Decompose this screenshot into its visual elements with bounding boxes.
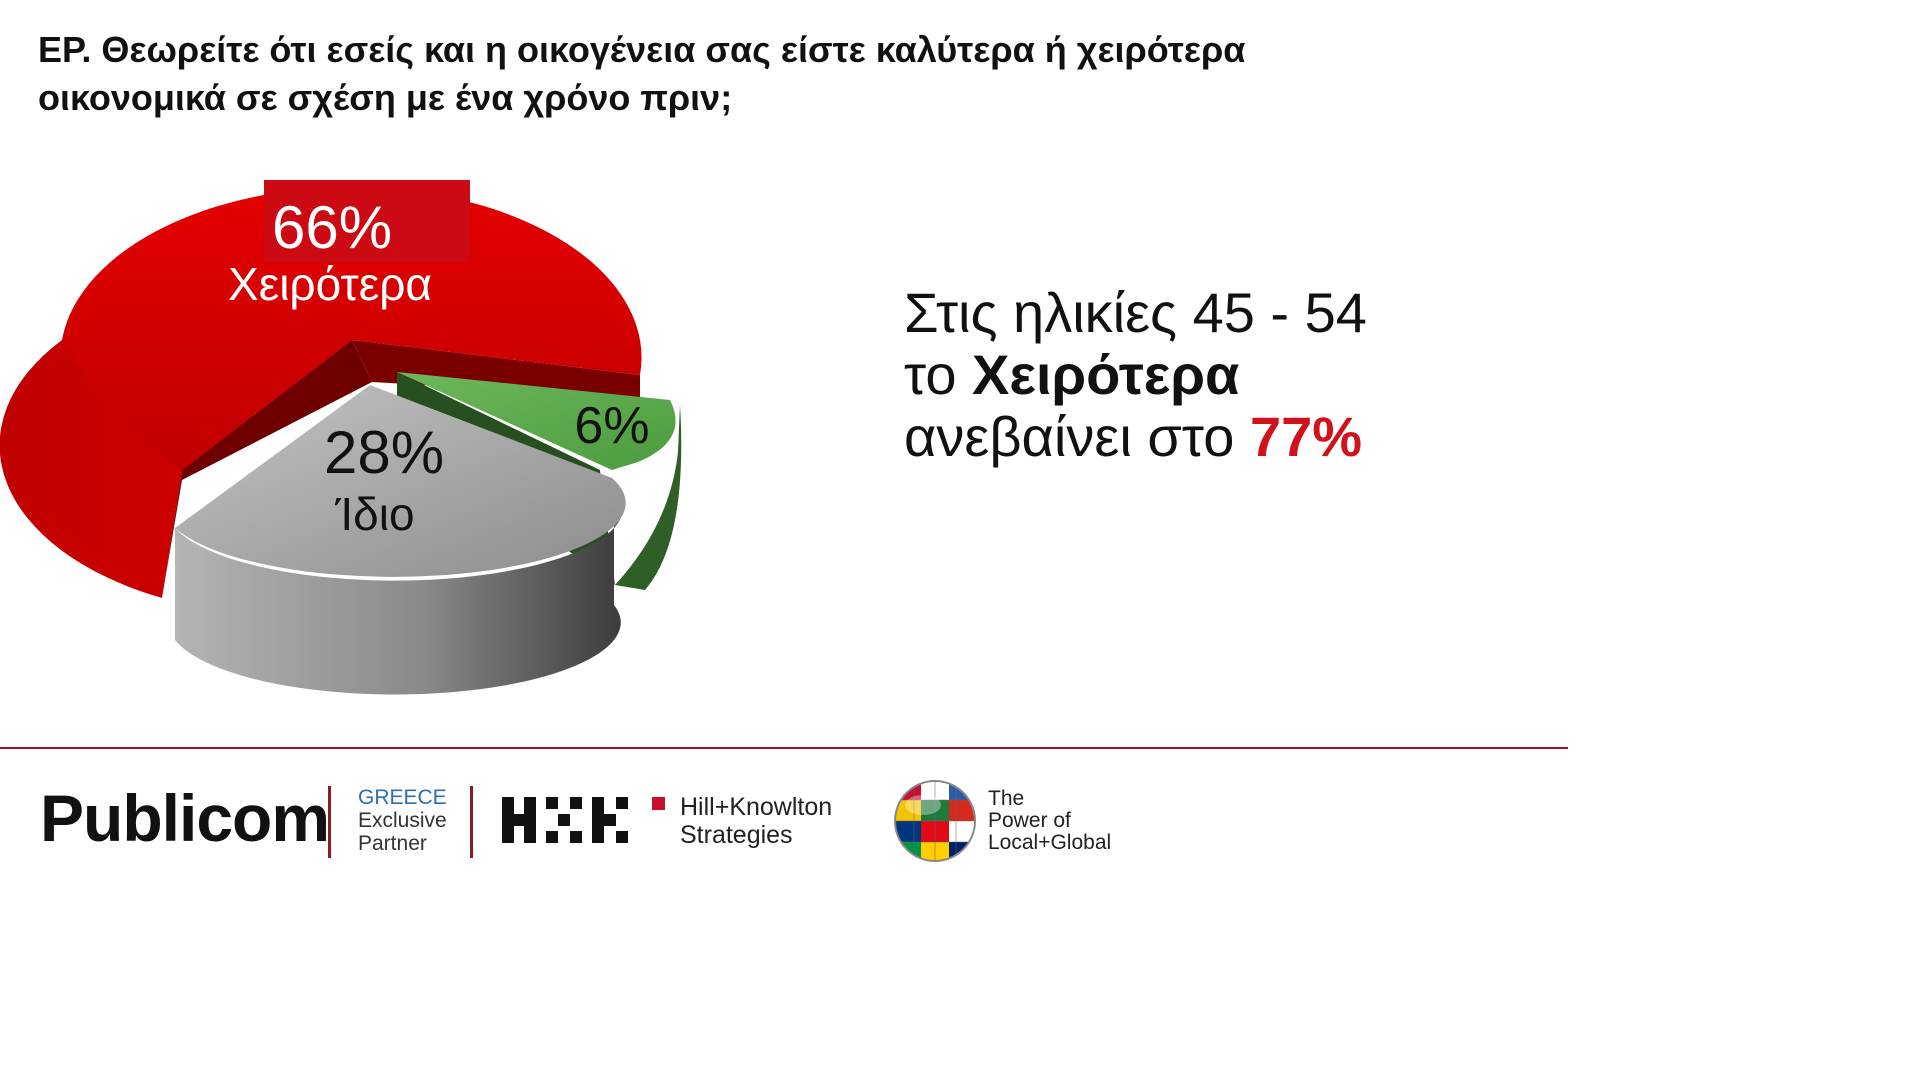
pie-category-label-same: Ίδιο xyxy=(334,488,414,540)
pie-pct-label-other: 6% xyxy=(574,397,649,455)
partner-label: GREECE Exclusive Partner xyxy=(358,786,447,855)
pie-slice-other-wall xyxy=(615,405,682,590)
pie-slice-worse-inner-wall-2 xyxy=(162,340,372,598)
publicom-logo: Publicom xyxy=(40,781,330,855)
hk-name: Hill+Knowlton Strategies xyxy=(680,793,832,849)
note-line-3-prefix: ανεβαίνει στο xyxy=(904,405,1250,468)
note-highlight-pct: 77% xyxy=(1249,405,1363,468)
footer-separator-1 xyxy=(328,786,331,858)
note-line-1: Στις ηλικίες 45 - 54 xyxy=(904,281,1367,344)
partner-region: GREECE xyxy=(358,786,447,809)
tagline-line-3: Local+Global xyxy=(988,831,1112,854)
flags-globe-icon xyxy=(894,780,976,862)
pie-chart: 66%Χειρότερα 28%Ίδιο 6% xyxy=(0,180,682,695)
tagline-line-1: The xyxy=(988,787,1025,810)
pie-pct-label-same: 28% xyxy=(324,419,444,486)
note-line-2: το Χειρότερα xyxy=(904,344,1367,406)
pie-slice-same-wall xyxy=(175,488,623,695)
note-line-2-prefix: το xyxy=(904,343,973,406)
pie-slice-same xyxy=(175,385,626,577)
note-worse-term: Χειρότερα xyxy=(972,343,1240,406)
note-line-3: ανεβαίνει στο 77% xyxy=(904,406,1367,468)
footer-divider xyxy=(0,747,1568,749)
tagline-line-2: Power of xyxy=(988,809,1071,832)
pie-category-label-worse: Χειρότερα xyxy=(228,258,432,310)
hk-logo-icon xyxy=(502,797,665,843)
worse-pct-highlight xyxy=(264,180,470,262)
partner-line-2: Partner xyxy=(358,832,427,855)
partner-line-1: Exclusive xyxy=(358,809,447,832)
question-title: ΕΡ. Θεωρείτε ότι εσείς και η οικογένεια … xyxy=(38,29,1246,118)
age-group-note: Στις ηλικίες 45 - 54 το Χειρότερα ανεβαί… xyxy=(904,282,1367,468)
pie-slice-worse xyxy=(62,187,642,470)
hk-line-2: Strategies xyxy=(680,821,793,849)
pie-slice-other xyxy=(397,372,676,470)
pie-pct-label-worse: 66% xyxy=(272,194,392,261)
global-tagline: The Power of Local+Global xyxy=(988,788,1111,854)
footer-separator-2 xyxy=(470,786,473,858)
hk-line-1: Hill+Knowlton xyxy=(680,793,833,821)
